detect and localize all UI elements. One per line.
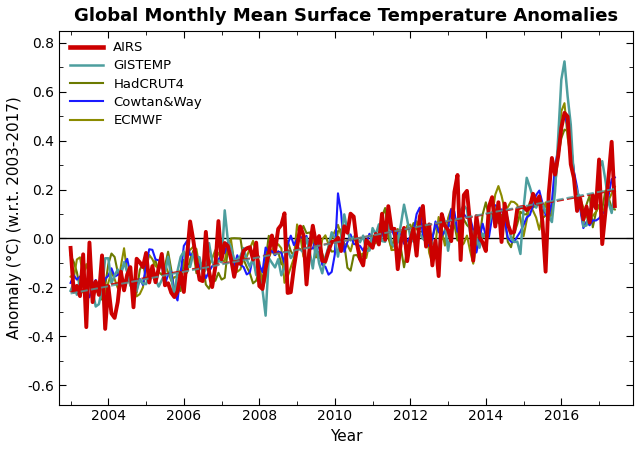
Title: Global Monthly Mean Surface Temperature Anomalies: Global Monthly Mean Surface Temperature …: [74, 7, 618, 25]
Y-axis label: Anomaly (°C) (w.r.t. 2003-2017): Anomaly (°C) (w.r.t. 2003-2017): [7, 96, 22, 339]
Legend: AIRS, GISTEMP, HadCRUT4, Cowtan&Way, ECMWF: AIRS, GISTEMP, HadCRUT4, Cowtan&Way, ECM…: [66, 37, 206, 131]
X-axis label: Year: Year: [330, 429, 362, 444]
